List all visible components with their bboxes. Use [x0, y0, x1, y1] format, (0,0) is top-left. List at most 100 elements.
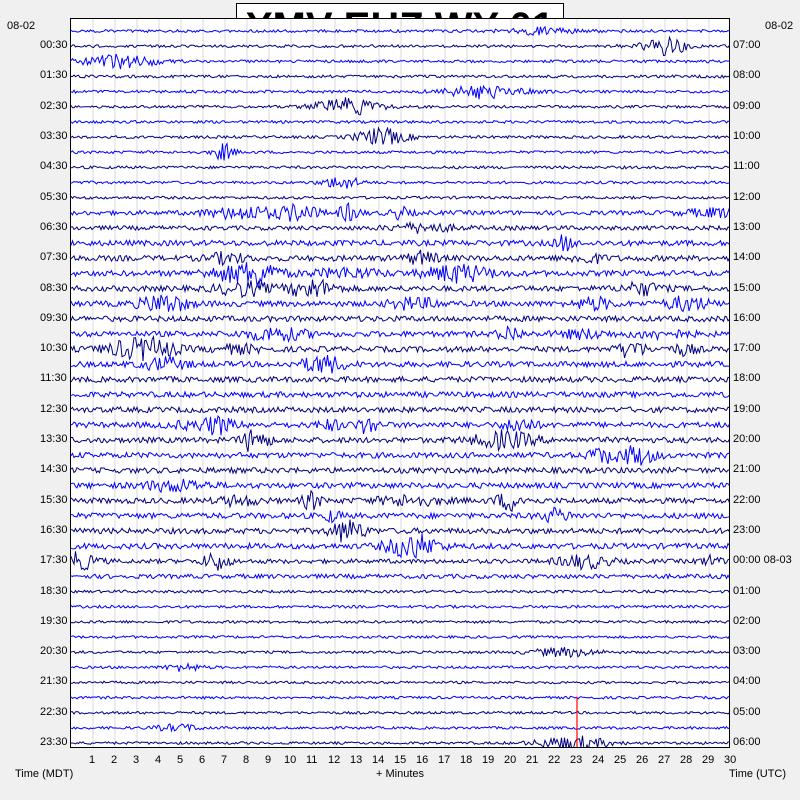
right-time-label: 17:00	[733, 342, 761, 355]
seismogram-traces	[71, 19, 729, 747]
minute-tick-label: 10	[284, 754, 297, 766]
left-time-label: 21:30	[40, 675, 68, 688]
left-time-label: 16:30	[40, 523, 68, 536]
right-time-label: 13:00	[733, 220, 761, 233]
left-time-label: 15:30	[40, 493, 68, 506]
seismic-trace	[71, 141, 729, 161]
seismic-trace	[71, 519, 729, 543]
seismic-trace	[71, 478, 729, 494]
right-time-label: 19:00	[733, 402, 761, 415]
left-time-label: 01:30	[40, 69, 68, 82]
minute-tick-label: 7	[221, 754, 228, 766]
seismic-trace	[71, 234, 729, 252]
right-time-label: 23:00	[733, 523, 761, 536]
seismic-trace	[71, 604, 729, 609]
left-time-label: 09:30	[40, 311, 68, 324]
seismic-trace	[71, 176, 729, 189]
minute-tick-label: 16	[416, 754, 429, 766]
left-time-label: 04:30	[40, 160, 68, 173]
seismic-trace	[71, 195, 729, 200]
left-time-label: 05:30	[40, 190, 68, 203]
right-time-label: 11:00	[733, 160, 760, 173]
right-time-label: 09:00	[733, 99, 761, 112]
minute-tick-label: 13	[350, 754, 363, 766]
left-time-label: 19:30	[40, 614, 68, 627]
seismic-trace	[71, 634, 729, 640]
seismic-trace	[71, 506, 729, 524]
right-time-label: 06:00	[733, 736, 761, 749]
left-time-label: 20:30	[40, 645, 68, 658]
seismic-trace	[71, 589, 729, 594]
seismic-trace	[71, 354, 729, 374]
right-time-label: 12:00	[733, 190, 761, 203]
minute-tick-label: 27	[658, 754, 671, 766]
seismic-trace	[71, 294, 729, 313]
right-time-label: 20:00	[733, 433, 761, 446]
seismic-trace	[71, 119, 729, 125]
seismic-trace	[71, 489, 729, 513]
seismic-trace	[71, 375, 729, 385]
seismic-trace	[71, 534, 729, 560]
left-time-label: 22:30	[40, 705, 68, 718]
left-time-label: 10:30	[40, 342, 68, 355]
seismic-trace	[71, 573, 729, 580]
seismic-trace	[71, 97, 729, 116]
date-right: 08-02	[765, 20, 794, 32]
seismic-trace	[71, 249, 729, 267]
seismic-trace	[71, 723, 729, 733]
minute-tick-label: 28	[680, 754, 693, 766]
seismic-trace	[71, 662, 729, 673]
minute-tick-label: 22	[548, 754, 561, 766]
left-time-label: 08:30	[40, 281, 68, 294]
left-time-label: 23:30	[40, 736, 68, 749]
minute-tick-label: 8	[243, 754, 250, 766]
minute-tick-label: 25	[614, 754, 627, 766]
seismic-trace	[71, 445, 729, 466]
minute-tick-label: 23	[570, 754, 583, 766]
minute-tick-label: 30	[724, 754, 737, 766]
seismogram-plot	[70, 18, 730, 748]
seismic-trace	[71, 390, 729, 400]
seismic-trace	[71, 25, 729, 36]
seismic-trace	[71, 220, 729, 234]
seismic-trace	[71, 415, 729, 436]
seismic-trace	[71, 466, 729, 475]
minute-tick-label: 12	[328, 754, 341, 766]
left-time-label: 18:30	[40, 584, 68, 597]
seismic-trace	[71, 680, 729, 685]
seismic-trace	[71, 278, 729, 299]
left-time-label: 12:30	[40, 402, 68, 415]
left-time-label: 13:30	[40, 433, 68, 446]
left-time-label: 00:30	[40, 39, 68, 52]
seismic-trace	[71, 735, 729, 747]
minute-tick-label: 21	[526, 754, 539, 766]
right-time-label: 05:00	[733, 705, 761, 718]
right-time-label: 15:00	[733, 281, 761, 294]
seismic-trace	[71, 710, 729, 715]
left-time-label: 03:30	[40, 130, 68, 143]
minute-tick-label: 11	[306, 754, 318, 766]
right-time-label: 21:00	[733, 463, 761, 476]
minute-tick-label: 24	[592, 754, 605, 766]
right-time-label: 16:00	[733, 311, 761, 324]
left-time-label: 06:30	[40, 220, 68, 233]
minute-tick-label: 9	[265, 754, 272, 766]
right-time-label: 03:00	[733, 645, 761, 658]
seismic-trace	[71, 126, 729, 146]
seismic-trace	[71, 551, 729, 572]
left-time-label: 02:30	[40, 99, 68, 112]
seismic-trace	[71, 405, 729, 415]
seismic-trace	[71, 314, 729, 324]
right-time-label: 22:00	[733, 493, 761, 506]
right-time-label: 18:00	[733, 372, 761, 385]
seismic-trace	[71, 334, 729, 362]
minute-tick-label: 6	[199, 754, 206, 766]
date-left: 08-02	[7, 20, 36, 32]
right-time-label: 04:00	[733, 675, 761, 688]
minute-tick-label: 19	[482, 754, 495, 766]
seismic-trace	[71, 35, 729, 57]
seismic-trace	[71, 53, 729, 70]
seismic-trace	[71, 619, 729, 625]
seismic-trace	[71, 84, 729, 100]
x-axis-label: + Minutes	[376, 768, 424, 780]
